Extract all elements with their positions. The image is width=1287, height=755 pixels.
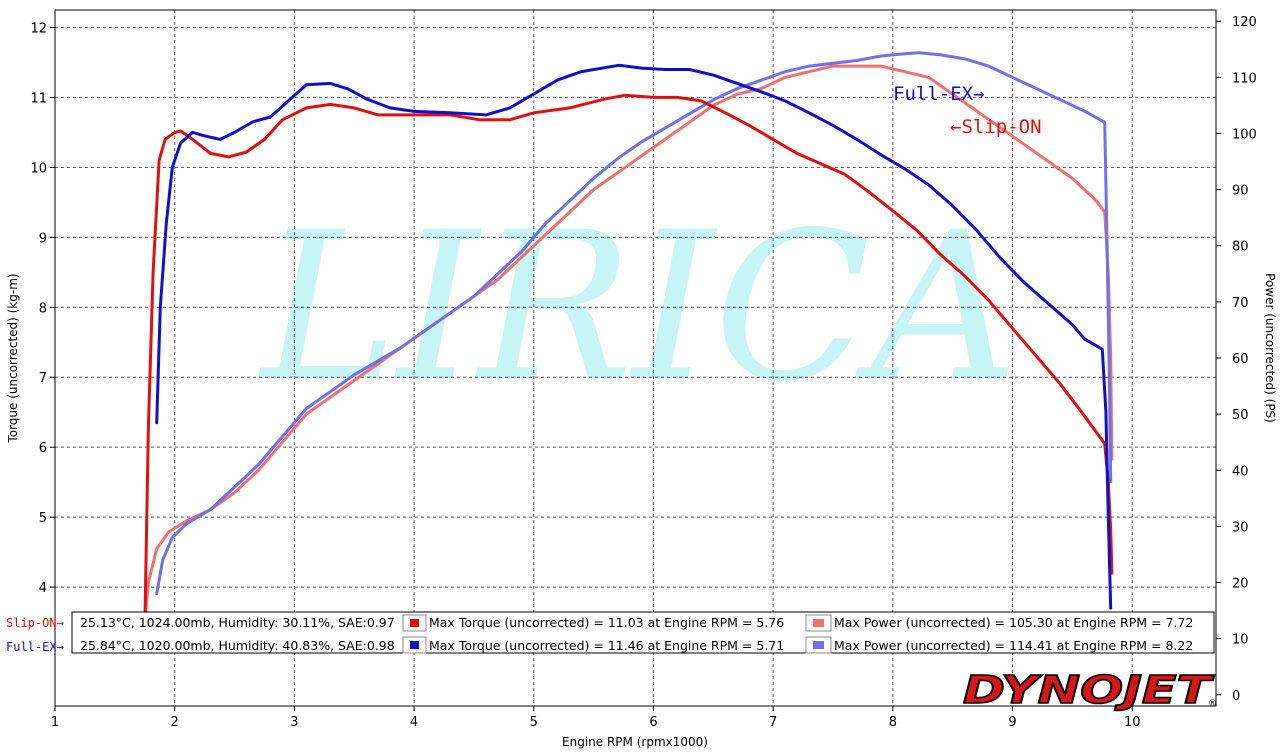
legend-max-power-full-ex: Max Power (uncorrected) = 114.41 at Engi…: [834, 638, 1193, 653]
annotation-slip-on: ←Slip-ON: [950, 116, 1042, 138]
legend-swatch-torque-full-ex-fill: [410, 641, 419, 649]
x-tick-label: 5: [530, 715, 538, 730]
y-right-tick-label: 50: [1232, 408, 1249, 423]
y-right-axis-ticks: 0 10 20 30 40 50 60 70 80 90 100 110 120: [1216, 15, 1257, 704]
legend-tag-slip-on: Slip-ON→: [6, 616, 64, 630]
x-axis-label: Engine RPM (rpmx1000): [562, 735, 708, 749]
y-right-tick-label: 90: [1232, 184, 1249, 199]
legend-max-torque-full-ex: Max Torque (uncorrected) = 11.46 at Engi…: [429, 638, 784, 653]
power-line-slip-on: [143, 64, 1114, 624]
grid: [55, 10, 1216, 706]
x-tick-label: 4: [410, 715, 418, 730]
x-tick-label: 9: [1008, 715, 1016, 730]
annotation-full-ex: Full-EX→: [893, 83, 985, 105]
y-left-tick-label: 5: [39, 511, 47, 526]
x-tick-label: 1: [51, 715, 59, 730]
y-right-tick-label: 0: [1232, 689, 1240, 704]
legend-tag-full-ex: Full-EX→: [6, 640, 64, 654]
y-right-tick-label: 10: [1232, 633, 1249, 648]
y-left-tick-label: 9: [39, 231, 47, 246]
y-right-tick-label: 120: [1232, 15, 1257, 30]
y-left-axis-ticks: 4 5 6 7 8 9 10 11 12: [30, 21, 55, 596]
logo-text: DYNOJET: [963, 668, 1215, 712]
y-left-axis-label: Torque (uncorrected) (kg-m): [6, 273, 20, 443]
y-left-tick-label: 8: [39, 301, 47, 316]
x-tick-label: 7: [769, 715, 777, 730]
legend-max-power-slip-on: Max Power (uncorrected) = 105.30 at Engi…: [834, 615, 1193, 630]
legend-max-torque-slip-on: Max Torque (uncorrected) = 11.03 at Engi…: [429, 615, 784, 630]
torque-line-slip-on: [143, 93, 1114, 631]
series-group: [143, 51, 1114, 631]
y-left-tick-label: 7: [39, 371, 47, 386]
x-tick-label: 10: [1124, 715, 1141, 730]
legend-swatch-power-slip-on-fill: [813, 619, 824, 627]
x-tick-label: 2: [171, 715, 179, 730]
y-left-tick-label: 12: [30, 21, 47, 36]
y-left-tick-label: 6: [39, 441, 47, 456]
dynojet-logo: DYNOJET ®: [962, 667, 1217, 713]
legend-frame: [71, 611, 1215, 654]
x-axis-ticks: 1 2 3 4 5 6 7 8 9 10: [51, 706, 1141, 730]
y-right-tick-label: 30: [1232, 520, 1249, 535]
watermark: LIRICA: [257, 189, 1018, 427]
legend-swatch-power-full-ex-fill: [813, 641, 824, 649]
y-right-tick-label: 70: [1232, 296, 1249, 311]
x-tick-label: 3: [290, 715, 298, 730]
power-line-full-ex: [155, 51, 1113, 596]
y-right-tick-label: 100: [1232, 127, 1257, 142]
legend-box: Slip-ON→ Full-EX→ 25.13°C, 1024.00mb, Hu…: [6, 611, 1215, 654]
x-tick-label: 6: [649, 715, 657, 730]
y-right-tick-label: 110: [1232, 71, 1257, 86]
y-left-tick-label: 10: [30, 161, 47, 176]
y-right-tick-label: 60: [1232, 352, 1249, 367]
logo-registered-mark: ®: [1208, 699, 1217, 709]
y-left-tick-label: 4: [39, 581, 47, 596]
y-right-tick-label: 20: [1232, 577, 1249, 592]
legend-conditions-full-ex: 25.84°C, 1020.00mb, Humidity: 40.83%, SA…: [80, 638, 395, 653]
legend-swatch-torque-slip-on-fill: [410, 619, 419, 627]
y-right-tick-label: 80: [1232, 240, 1249, 255]
y-left-tick-label: 11: [30, 91, 47, 106]
torque-line-full-ex: [155, 63, 1113, 610]
y-right-axis-label: Power (uncorrected) (PS): [1263, 273, 1277, 423]
y-right-tick-label: 40: [1232, 464, 1249, 479]
x-tick-label: 8: [889, 715, 897, 730]
legend-conditions-slip-on: 25.13°C, 1024.00mb, Humidity: 30.11%, SA…: [80, 615, 395, 630]
